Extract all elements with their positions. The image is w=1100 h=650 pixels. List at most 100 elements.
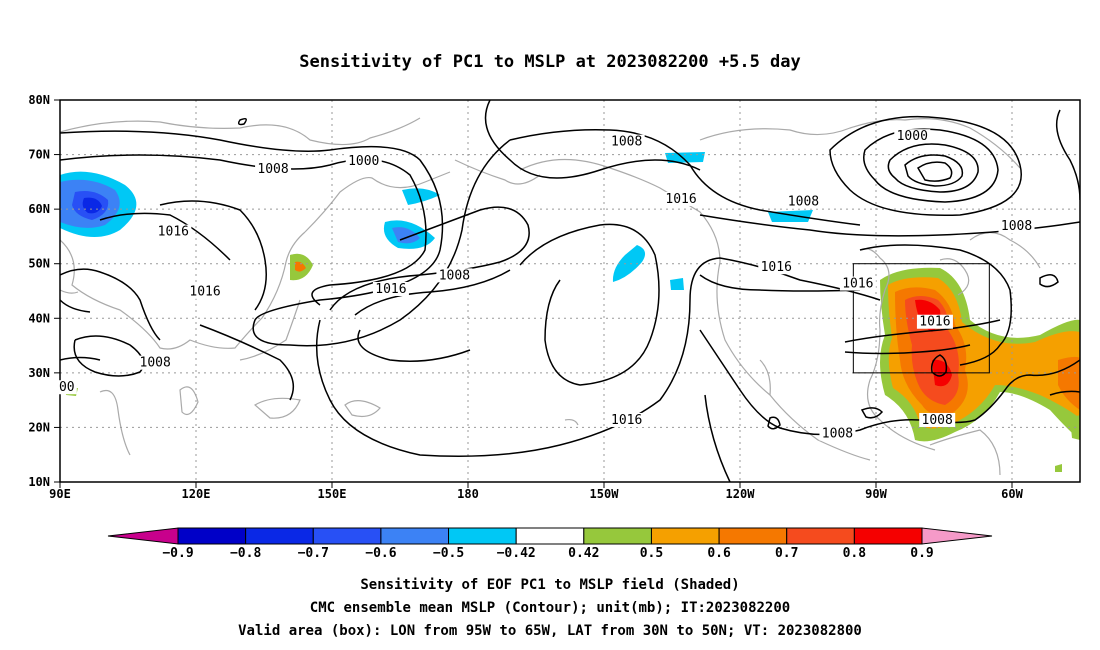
- lon-tick-label: 180: [457, 487, 479, 501]
- contour-labels: 1000 1008 1008 1000 1016 1016 1016 1008 1016 1008…: [56, 129, 1035, 442]
- contour-label: 1008: [140, 356, 171, 371]
- lon-tick-label: 150E: [318, 487, 347, 501]
- positive-sensitivity-patch: [1055, 464, 1062, 472]
- footer-line-3: Valid area (box): LON from 95W to 65W, L…: [238, 623, 862, 639]
- colorbar-label: −0.8: [230, 546, 261, 561]
- lon-tick-label: 120W: [726, 487, 756, 501]
- colorbar-label: 0.6: [707, 546, 731, 561]
- longitude-labels: 90E 120E 150E 180 150W 120W 90W 60W: [49, 482, 1024, 501]
- contour-label-bg: [785, 194, 822, 209]
- contour-label-bg: [56, 380, 77, 395]
- contour-label-bg: [137, 355, 174, 370]
- lat-tick-label: 10N: [28, 475, 50, 489]
- contour-label: 1008: [257, 162, 288, 177]
- contour-label: 1016: [761, 260, 792, 275]
- lat-tick-label: 40N: [28, 311, 50, 325]
- colorbar-label: 0.5: [640, 546, 663, 561]
- colorbar-low-end: [107, 527, 179, 545]
- lat-tick-label: 70N: [28, 148, 50, 162]
- colorbar-swatch: [786, 527, 855, 545]
- negative-sensitivity-patch: [665, 152, 705, 163]
- contour-label-bg: [187, 284, 224, 299]
- lon-tick-label: 90W: [865, 487, 887, 501]
- colorbar-label: −0.42: [497, 546, 536, 561]
- contour-label-bg: [839, 276, 876, 291]
- footer-line-1: Sensitivity of EOF PC1 to MSLP field (Sh…: [360, 577, 739, 593]
- lat-tick-label: 50N: [28, 257, 50, 271]
- colorbar-label: 0.42: [568, 546, 599, 561]
- contour-label: 1008: [822, 427, 853, 442]
- contour-label-bg: [894, 129, 931, 144]
- contour-label-bg: [345, 153, 382, 168]
- lon-tick-label: 90E: [49, 487, 71, 501]
- contour-label-bg: [916, 314, 953, 329]
- colorbar-label: 0.7: [775, 546, 798, 561]
- colorbar-swatch: [448, 527, 517, 545]
- lat-tick-label: 20N: [28, 420, 50, 434]
- lon-tick-label: 60W: [1001, 487, 1023, 501]
- colorbar-label: −0.6: [365, 546, 396, 561]
- colorbar-swatch: [515, 527, 585, 545]
- contour-label-bg: [372, 282, 409, 296]
- colorbar-label: −0.7: [298, 546, 329, 561]
- contour-label: 1008: [922, 413, 953, 428]
- lon-tick-label: 150W: [590, 487, 620, 501]
- colorbar-swatch: [312, 527, 382, 545]
- colorbar-label: 0.8: [843, 546, 867, 561]
- contour-label: 1016: [189, 285, 220, 300]
- colorbar: −0.9 −0.8 −0.7 −0.6 −0.5 −0.42 0.42 0.5 0.6 0.7 0.…: [107, 527, 993, 561]
- negative-sensitivity-patch: [670, 278, 684, 290]
- negative-sensitivity-patch: [402, 188, 440, 205]
- contour-label: 1016: [842, 277, 873, 292]
- colorbar-high-end: [921, 527, 993, 545]
- colorbar-swatch: [583, 527, 652, 545]
- coastlines: [60, 117, 1041, 476]
- negative-sensitivity-patch: [392, 227, 420, 244]
- contour-label-bg: [919, 412, 956, 427]
- colorbar-swatch: [853, 527, 923, 545]
- colorbar-swatch: [718, 527, 788, 545]
- colorbar-label: 0.9: [910, 546, 933, 561]
- latitude-labels: 80N 70N 60N 50N 40N 30N 20N 10N: [28, 93, 60, 489]
- contour-label-bg: [758, 260, 795, 275]
- lat-tick-label: 80N: [28, 93, 50, 107]
- contour-label-bg: [663, 191, 700, 206]
- contour-label-bg: [155, 224, 192, 239]
- contour-label: 1008: [611, 135, 642, 150]
- map-frame: [59, 99, 1081, 483]
- contour-label: 1016: [611, 413, 642, 428]
- valid-area-box: [852, 263, 990, 374]
- contour-label: 1016: [158, 225, 189, 240]
- colorbar-swatch: [177, 527, 247, 545]
- contour-label: 1008: [1001, 219, 1032, 234]
- graticule: [60, 100, 1080, 482]
- colorbar-label: −0.5: [433, 546, 464, 561]
- contour-label: 1008: [788, 195, 819, 210]
- contour-label: 00: [59, 380, 75, 395]
- negative-sensitivity-patch: [612, 245, 646, 282]
- contour-label-bg: [608, 134, 645, 149]
- contour-label: 1016: [919, 315, 950, 330]
- footer-line-2: CMC ensemble mean MSLP (Contour); unit(m…: [310, 600, 790, 616]
- contour-label: 1016: [375, 282, 406, 297]
- colorbar-label: −0.9: [162, 546, 193, 561]
- colorbar-swatch: [245, 527, 314, 545]
- colorbar-swatch: [650, 527, 720, 545]
- figure-title: Sensitivity of PC1 to MSLP at 2023082200…: [299, 52, 801, 72]
- contour-label: 1016: [665, 192, 696, 207]
- contour-label: 1008: [439, 268, 470, 283]
- contour-label: 1000: [897, 129, 928, 144]
- contour-label-bg: [819, 426, 856, 441]
- colorbar-swatch: [380, 527, 450, 545]
- contour-label-bg: [255, 161, 292, 176]
- lon-tick-label: 120E: [182, 487, 211, 501]
- mslp-contours: [60, 100, 1080, 482]
- positive-sensitivity-patch: [295, 261, 306, 272]
- contour-label-bg: [436, 268, 473, 283]
- lat-tick-label: 30N: [28, 366, 50, 380]
- lat-tick-label: 60N: [28, 202, 50, 216]
- contour-label-bg: [998, 219, 1035, 234]
- contour-label-bg: [608, 412, 645, 427]
- contour-label: 1000: [348, 154, 379, 169]
